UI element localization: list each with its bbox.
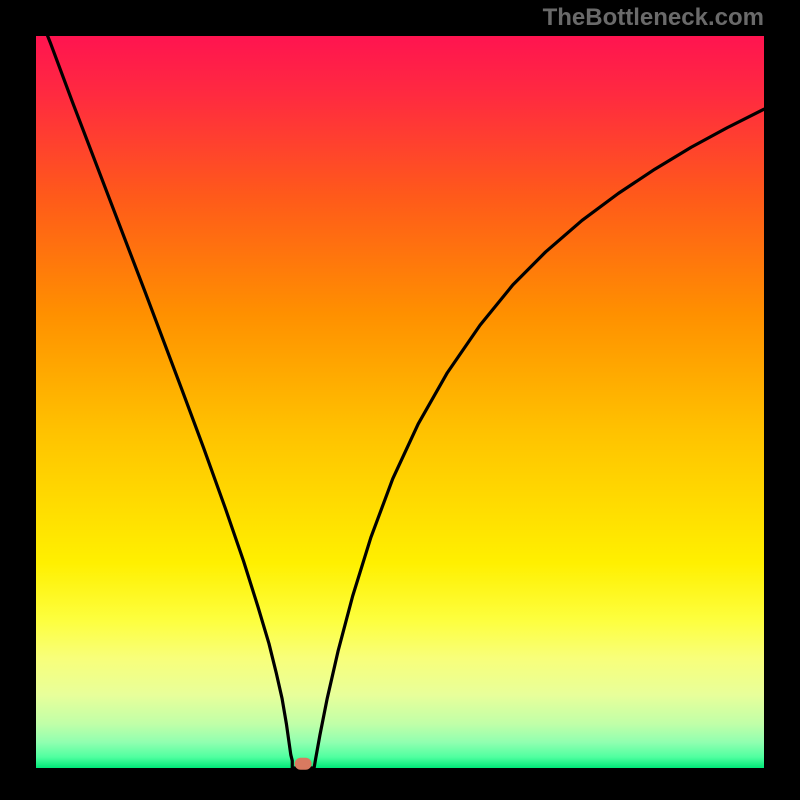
plot-gradient-area [36,36,764,768]
watermark-text: TheBottleneck.com [543,4,764,32]
optimum-marker [295,758,312,770]
chart-container: TheBottleneck.com [0,0,800,800]
